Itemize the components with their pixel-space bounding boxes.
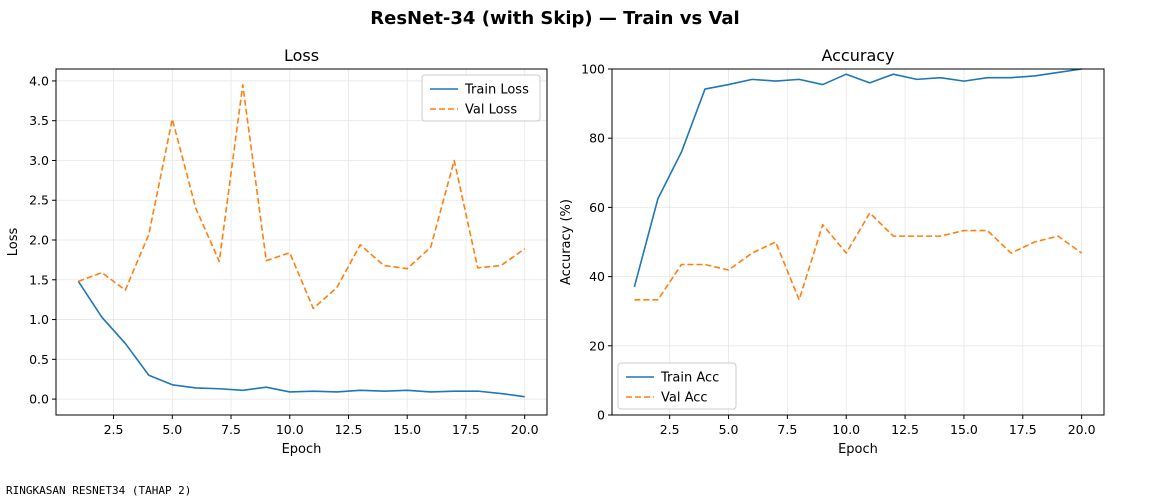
panel-title: Loss <box>284 46 319 65</box>
x-tick-label: 10.0 <box>276 422 304 437</box>
accuracy-chart-panel: 2.5 5.0 7.5 10.0 12.5 15.0 17.5 20.0 0 20 40 60 80 10… <box>559 46 1105 457</box>
x-tick-label: 2.5 <box>104 422 124 437</box>
y-tick-label: 0 <box>597 408 605 423</box>
y-tick-label: 4.0 <box>29 73 49 88</box>
y-tick-label: 80 <box>589 131 605 146</box>
series-line-val-acc <box>634 212 1083 301</box>
x-tick-label: 17.5 <box>1009 422 1037 437</box>
x-tick-label: 2.5 <box>660 422 680 437</box>
legend-label: Val Acc <box>661 391 708 406</box>
y-tick-label: 2.0 <box>29 233 49 248</box>
x-tick-label: 12.5 <box>335 422 363 437</box>
y-tick-label: 100 <box>581 62 605 77</box>
x-tick-label: 7.5 <box>221 422 241 437</box>
y-tick-label: 1.0 <box>29 312 49 327</box>
x-tick-label: 5.0 <box>719 422 739 437</box>
y-axis-label: Accuracy (%) <box>559 199 574 285</box>
x-tick-label: 20.0 <box>511 422 539 437</box>
legend-label: Train Loss <box>464 83 529 98</box>
y-tick-label: 0.5 <box>29 352 49 367</box>
y-tick-label: 60 <box>589 200 605 215</box>
figure-title: ResNet-34 (with Skip) — Train vs Val <box>370 8 739 29</box>
legend-label: Val Loss <box>465 103 517 118</box>
y-tick-label: 3.5 <box>29 113 49 128</box>
x-tick-label: 5.0 <box>162 422 182 437</box>
y-tick-label: 0.0 <box>29 392 49 407</box>
plot-frame <box>55 68 548 416</box>
y-tick-label: 2.5 <box>29 193 49 208</box>
legend: Train Loss Val Loss <box>421 74 541 122</box>
series-line-train-loss <box>77 280 525 398</box>
series-line-val-loss <box>78 84 526 310</box>
x-tick-label: 15.0 <box>393 422 421 437</box>
panel-title: Accuracy <box>821 46 894 65</box>
x-axis-label: Epoch <box>282 442 322 457</box>
y-tick-label: 40 <box>589 269 605 284</box>
legend-label: Train Acc <box>660 371 719 386</box>
x-tick-label: 15.0 <box>950 422 978 437</box>
x-tick-label: 7.5 <box>777 422 797 437</box>
y-tick-label: 20 <box>589 338 605 353</box>
x-axis-label: Epoch <box>838 442 878 457</box>
x-tick-label: 12.5 <box>891 422 919 437</box>
y-tick-label: 1.5 <box>29 272 49 287</box>
legend: Train Acc Val Acc <box>617 362 737 410</box>
footer-text: RINGKASAN RESNET34 (TAHAP 2) <box>6 484 192 497</box>
plot-frame <box>611 68 1105 416</box>
loss-chart-panel: 2.5 5.0 7.5 10.0 12.5 15.0 17.5 20.0 0.0 0.5 1.0 1.… <box>6 46 548 457</box>
x-tick-label: 17.5 <box>452 422 480 437</box>
series-line-train-acc <box>633 68 1082 288</box>
y-axis-label: Loss <box>6 228 21 257</box>
x-tick-label: 10.0 <box>832 422 860 437</box>
y-tick-label: 3.0 <box>29 153 49 168</box>
x-tick-label: 20.0 <box>1068 422 1096 437</box>
